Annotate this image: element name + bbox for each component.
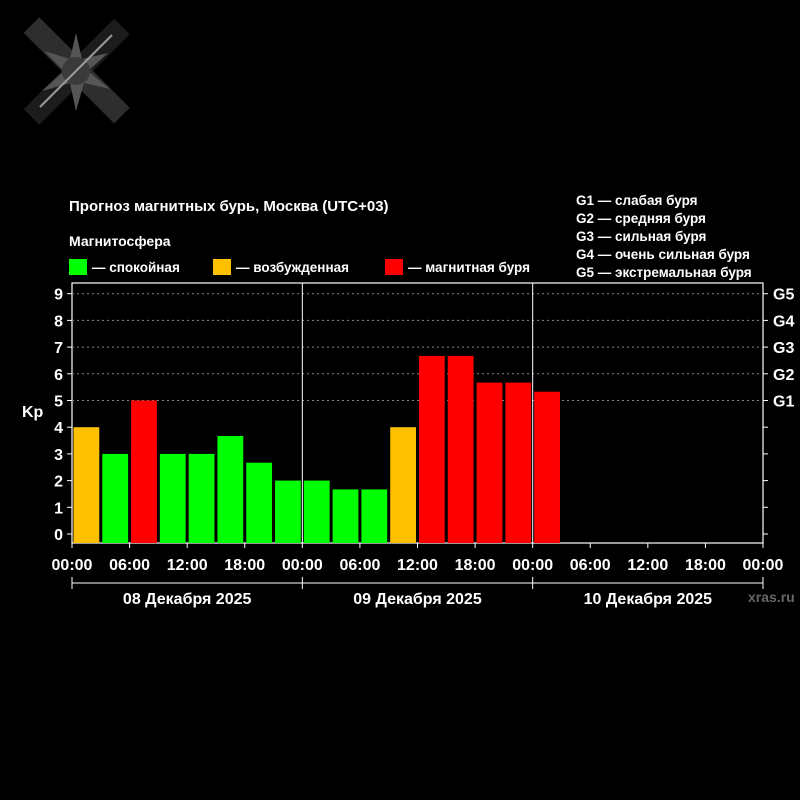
- g-level-label: G4: [773, 313, 794, 330]
- day-label: 10 Декабря 2025: [584, 591, 713, 608]
- y-axis-label: Kp: [22, 404, 44, 421]
- x-tick-label: 12:00: [397, 557, 438, 574]
- kp-bar: [159, 453, 186, 543]
- magnetosphere-subtitle: Магнитосфера: [69, 233, 171, 249]
- storm-level-g2: G2 — средняя буря: [576, 211, 706, 226]
- kp-bar: [332, 489, 359, 543]
- kp-bar: [73, 427, 100, 543]
- day-label: 09 Декабря 2025: [353, 591, 482, 608]
- legend-label-storm: — магнитная буря: [408, 259, 530, 275]
- y-tick-label: 7: [54, 340, 63, 357]
- kp-bar: [217, 436, 244, 543]
- watermark: xras.ru: [748, 589, 795, 605]
- legend-label-active: — возбужденная: [236, 259, 349, 275]
- kp-bar: [419, 355, 445, 543]
- kp-bar: [505, 382, 532, 543]
- storm-level-g1: G1 — слабая буря: [576, 193, 698, 208]
- g-level-label: G1: [773, 394, 794, 411]
- y-tick-label: 0: [54, 527, 63, 544]
- day-label: 08 Декабря 2025: [123, 591, 252, 608]
- storm-level-legend: G1 — слабая буря G2 — средняя буря G3 — …: [576, 192, 752, 282]
- g-level-label: G3: [773, 340, 794, 357]
- kp-bar: [447, 355, 474, 543]
- g-level-label: G5: [773, 287, 794, 304]
- x-tick-label: 00:00: [743, 557, 784, 574]
- kp-bar: [246, 462, 273, 543]
- legend-item-active: — возбужденная: [213, 258, 349, 276]
- g-level-label: G2: [773, 367, 794, 384]
- x-tick-label: 06:00: [339, 557, 380, 574]
- storm-level-g3: G3 — сильная буря: [576, 229, 707, 244]
- kp-bar: [131, 400, 157, 543]
- kp-bar: [188, 453, 215, 543]
- storm-level-g5: G5 — экстремальная буря: [576, 265, 752, 280]
- storm-level-g4: G4 — очень сильная буря: [576, 247, 750, 262]
- x-tick-label: 06:00: [570, 557, 611, 574]
- kp-bar: [303, 480, 330, 543]
- chart-title: Прогноз магнитных бурь, Москва (UTC+03): [69, 198, 389, 215]
- x-tick-label: 00:00: [52, 557, 93, 574]
- x-tick-label: 12:00: [167, 557, 208, 574]
- kp-bar: [275, 480, 301, 543]
- legend-item-storm: — магнитная буря: [385, 258, 530, 276]
- kp-bar: [361, 489, 388, 543]
- x-tick-label: 18:00: [455, 557, 496, 574]
- legend-swatch-quiet: [69, 259, 87, 275]
- x-tick-label: 00:00: [512, 557, 553, 574]
- x-tick-label: 00:00: [282, 557, 323, 574]
- xras-logo-icon: [23, 17, 130, 125]
- y-tick-label: 8: [54, 313, 63, 330]
- x-tick-label: 12:00: [627, 557, 668, 574]
- y-tick-label: 2: [54, 474, 63, 491]
- legend-label-quiet: — спокойная: [92, 259, 180, 275]
- y-tick-label: 6: [54, 367, 63, 384]
- kp-bar: [102, 453, 129, 543]
- kp-bar: [534, 391, 560, 543]
- y-tick-label: 3: [54, 447, 63, 464]
- x-tick-label: 18:00: [224, 557, 265, 574]
- y-tick-label: 4: [54, 420, 63, 437]
- legend-swatch-storm: [385, 259, 403, 275]
- legend-swatch-active: [213, 259, 231, 275]
- legend-item-quiet: — спокойная: [69, 258, 180, 276]
- kp-bar: [476, 382, 503, 543]
- x-tick-label: 06:00: [109, 557, 150, 574]
- kp-bar: [390, 427, 416, 543]
- y-tick-label: 9: [54, 287, 63, 304]
- y-tick-label: 5: [54, 394, 63, 411]
- y-tick-label: 1: [54, 500, 63, 517]
- x-tick-label: 18:00: [685, 557, 726, 574]
